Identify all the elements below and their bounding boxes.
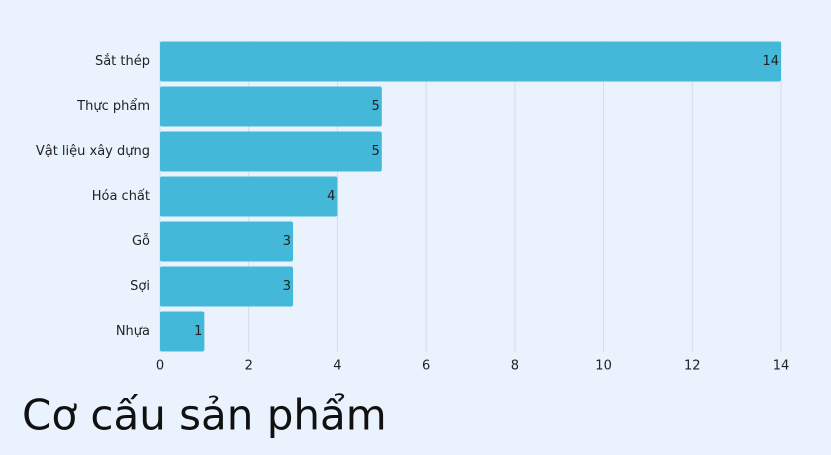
bar [160,221,294,262]
bar [160,131,382,172]
x-tick-label: 4 [333,359,341,374]
chart-title: Cơ cấu sản phẩm [22,391,387,440]
bar [160,41,781,82]
value-label: 3 [283,279,291,294]
value-label: 14 [762,54,779,69]
bar [160,266,294,307]
value-label: 5 [372,144,380,159]
y-tick-label: Sắt thép [95,54,150,69]
x-tick-label: 14 [773,359,790,374]
x-tick-label: 8 [511,359,519,374]
y-tick-label: Nhựa [116,324,150,339]
y-tick-label: Gỗ [132,234,150,249]
x-tick-label: 12 [684,359,701,374]
x-tick-label: 0 [156,359,164,374]
bar [160,176,338,217]
value-label: 4 [327,189,335,204]
value-label: 1 [194,324,202,339]
x-tick-label: 6 [422,359,430,374]
value-label: 5 [372,99,380,114]
bar [160,86,382,127]
y-tick-label: Vật liệu xây dựng [36,144,150,159]
y-tick-label: Sợi [130,279,150,294]
value-label: 3 [283,234,291,249]
y-tick-label: Hóa chất [92,189,150,204]
bar [160,311,205,352]
x-tick-label: 10 [595,359,612,374]
x-tick-label: 2 [245,359,253,374]
y-tick-label: Thực phẩm [76,99,150,114]
